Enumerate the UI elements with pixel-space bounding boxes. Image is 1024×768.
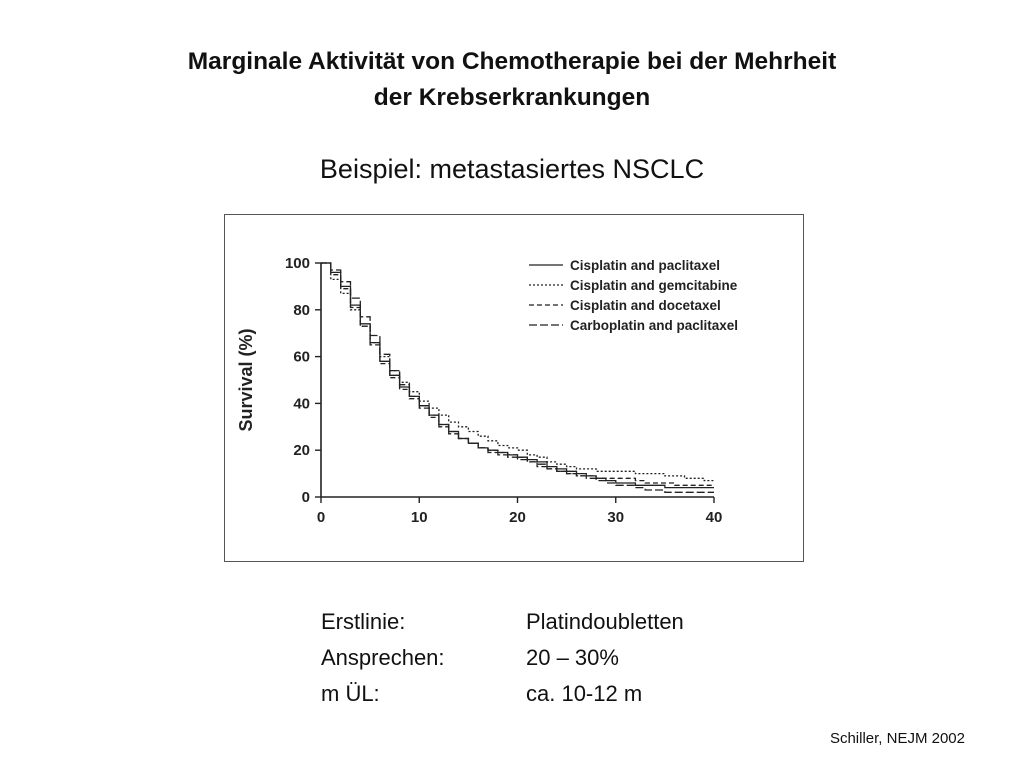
chart-ticks: 0 20 40 60 80 100 0 10 20 30 40 (285, 255, 722, 526)
fact-label: Ansprechen: (321, 645, 445, 670)
legend-entry: Cisplatin and paclitaxel (570, 258, 720, 273)
x-tick-label: 20 (509, 509, 526, 526)
y-tick-label: 60 (293, 349, 310, 366)
y-axis-label: Survival (%) (236, 328, 256, 431)
title-line-1: Marginale Aktivität von Chemotherapie be… (187, 48, 837, 75)
citation: Schiller, NEJM 2002 (829, 730, 965, 747)
survival-curve-2 (321, 262, 714, 486)
survival-figure: 0 20 40 60 80 100 0 10 20 30 40 Cisplatin and pacl… (224, 214, 804, 562)
legend-entry: Cisplatin and gemcitabine (570, 278, 738, 293)
chart-legend: Cisplatin and paclitaxel Cisplatin and ge… (529, 258, 738, 333)
slide-subtitle: Beispiel: metastasiertes NSCLC (319, 154, 705, 184)
survival-chart: 0 20 40 60 80 100 0 10 20 30 40 Cisplatin and pacl… (236, 255, 738, 526)
fact-label: m ÜL: (321, 681, 380, 706)
fact-row-first-line: Erstlinie: Platindoubletten (321, 604, 684, 640)
fact-label: Erstlinie: (321, 609, 406, 634)
x-tick-label: 40 (706, 509, 723, 526)
y-tick-label: 80 (293, 302, 310, 319)
survival-curve-1 (321, 262, 714, 482)
legend-entry: Cisplatin and docetaxel (570, 298, 721, 313)
y-tick-label: 100 (285, 255, 310, 272)
y-tick-label: 0 (302, 489, 310, 506)
fact-row-response: Ansprechen: 20 – 30% (321, 640, 684, 676)
x-tick-label: 10 (411, 509, 428, 526)
x-tick-label: 0 (317, 509, 325, 526)
fact-value: 20 – 30% (526, 645, 619, 670)
x-tick-label: 30 (607, 509, 624, 526)
fact-value: ca. 10-12 m (526, 681, 643, 706)
fact-row-median-survival: m ÜL: ca. 10-12 m (321, 676, 684, 712)
y-tick-label: 20 (293, 442, 310, 459)
slide-title: Marginale Aktivität von Chemotherapie be… (0, 44, 1024, 116)
fact-list: Erstlinie: Platindoubletten Ansprechen: 20… (321, 604, 684, 712)
legend-entry: Carboplatin and paclitaxel (570, 318, 738, 333)
y-tick-label: 40 (293, 395, 310, 412)
fact-value: Platindoubletten (526, 609, 684, 634)
chart-series (321, 262, 714, 493)
title-line-2: der Krebserkrankungen (373, 84, 651, 111)
survival-curve-0 (321, 262, 714, 489)
